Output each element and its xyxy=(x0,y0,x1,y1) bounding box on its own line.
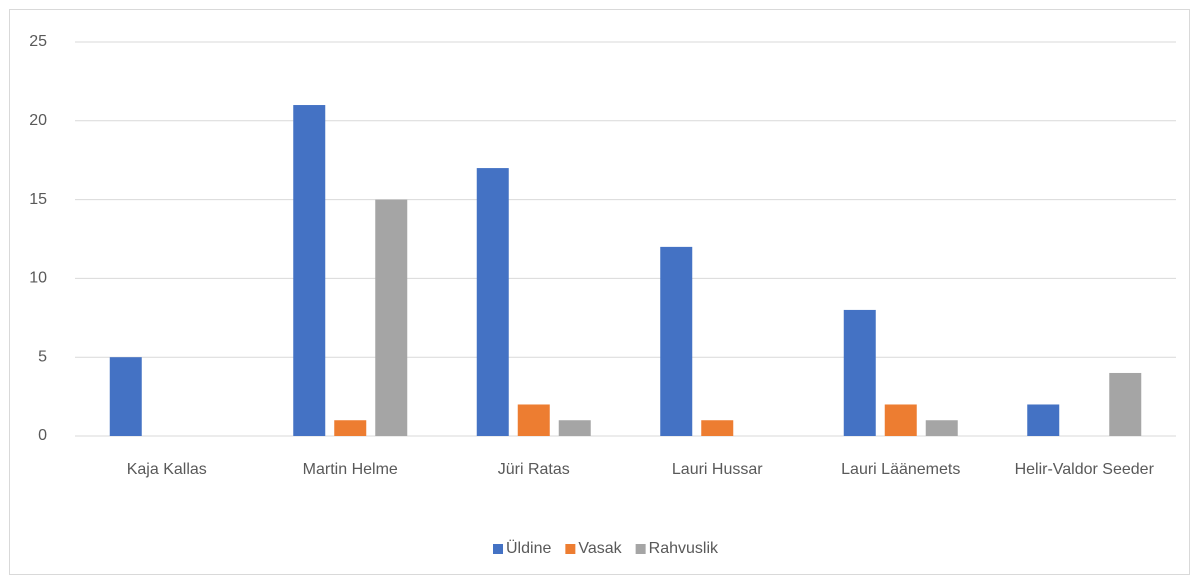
legend-label: Üldine xyxy=(506,539,551,557)
x-tick-label: Jüri Ratas xyxy=(498,461,570,478)
y-tick-label: 10 xyxy=(29,270,47,287)
bar xyxy=(884,404,917,436)
x-tick-label: Lauri Hussar xyxy=(672,461,763,478)
y-tick-label: 5 xyxy=(38,348,47,365)
bar xyxy=(1109,372,1142,436)
x-tick-label: Martin Helme xyxy=(303,461,398,478)
bar xyxy=(476,168,509,436)
x-tick-label: Lauri Läänemets xyxy=(841,461,960,478)
bar xyxy=(558,420,591,436)
legend-swatch xyxy=(635,544,646,554)
chart-border xyxy=(9,9,1190,575)
bar xyxy=(660,246,693,436)
bar xyxy=(293,105,326,436)
legend-label: Vasak xyxy=(578,540,622,557)
bar xyxy=(701,420,734,436)
y-tick-label: 15 xyxy=(29,191,47,208)
legend-swatch xyxy=(565,544,576,554)
legend-swatch xyxy=(493,544,503,554)
x-tick-label: Helir-Valdor Seeder xyxy=(1015,461,1155,478)
bar xyxy=(925,420,958,436)
bar xyxy=(843,309,876,436)
y-tick-label: 20 xyxy=(29,112,47,129)
legend: Üldine Vasak Rahvuslik xyxy=(493,539,719,557)
bar xyxy=(109,357,142,436)
bar xyxy=(334,420,367,436)
y-tick-label: 0 xyxy=(38,427,47,444)
bar xyxy=(1027,404,1060,436)
bar xyxy=(375,199,408,436)
legend-label: Rahvuslik xyxy=(649,540,719,557)
bar xyxy=(517,404,550,436)
y-tick-label: 25 xyxy=(29,33,47,50)
x-tick-label: Kaja Kallas xyxy=(127,461,207,478)
